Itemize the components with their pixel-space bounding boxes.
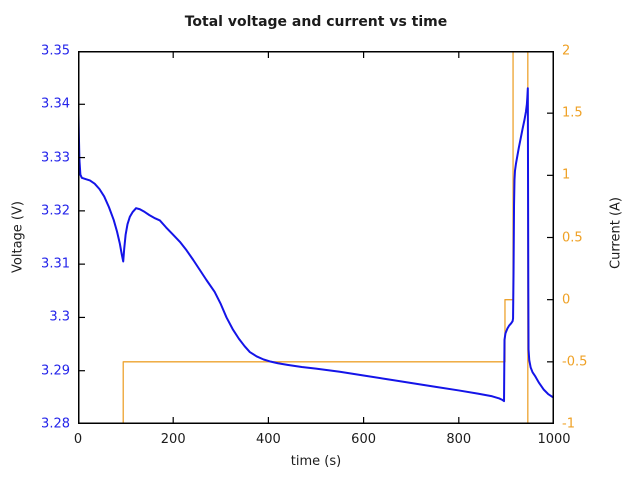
- y-left-tick-label: 3.29: [41, 363, 70, 379]
- y-right-tick-label: 2: [562, 43, 571, 59]
- plot-area: [78, 51, 554, 424]
- y-left-tick-label: 3.35: [41, 43, 70, 59]
- voltage-line: [78, 87, 554, 403]
- y-right-tick-label: 1: [562, 167, 571, 183]
- x-tick-label: 600: [351, 432, 377, 447]
- y-axis-label-voltage: Voltage (V): [10, 201, 26, 273]
- chart-title: Total voltage and current vs time: [184, 14, 448, 30]
- y-right-tick-label: 0.5: [562, 230, 583, 245]
- y-right-tick-label: 0: [562, 292, 571, 308]
- y-left-tick-label: 3.28: [41, 416, 70, 432]
- y-left-tick-label: 3.31: [41, 256, 70, 272]
- x-tick-label: 800: [446, 432, 472, 447]
- plot-frame: [78, 51, 554, 424]
- y-right-tick-label: -0.5: [562, 354, 588, 370]
- y-left-tick-label: 3.34: [41, 96, 70, 112]
- x-axis-label: time (s): [290, 454, 342, 469]
- y-right-tick-label: 1.5: [562, 105, 583, 121]
- x-tick-label: 400: [255, 432, 281, 447]
- y-axis-label-current: Current (A): [608, 197, 624, 269]
- y-left-tick-label: 3.3: [49, 309, 70, 325]
- x-tick-label: 200: [160, 432, 186, 447]
- y-left-tick-label: 3.33: [41, 150, 70, 166]
- y-right-tick-label: -1: [562, 416, 575, 432]
- y-left-tick-label: 3.32: [41, 203, 70, 219]
- x-tick-label: 1000: [537, 432, 571, 447]
- x-tick-label: 0: [73, 432, 83, 447]
